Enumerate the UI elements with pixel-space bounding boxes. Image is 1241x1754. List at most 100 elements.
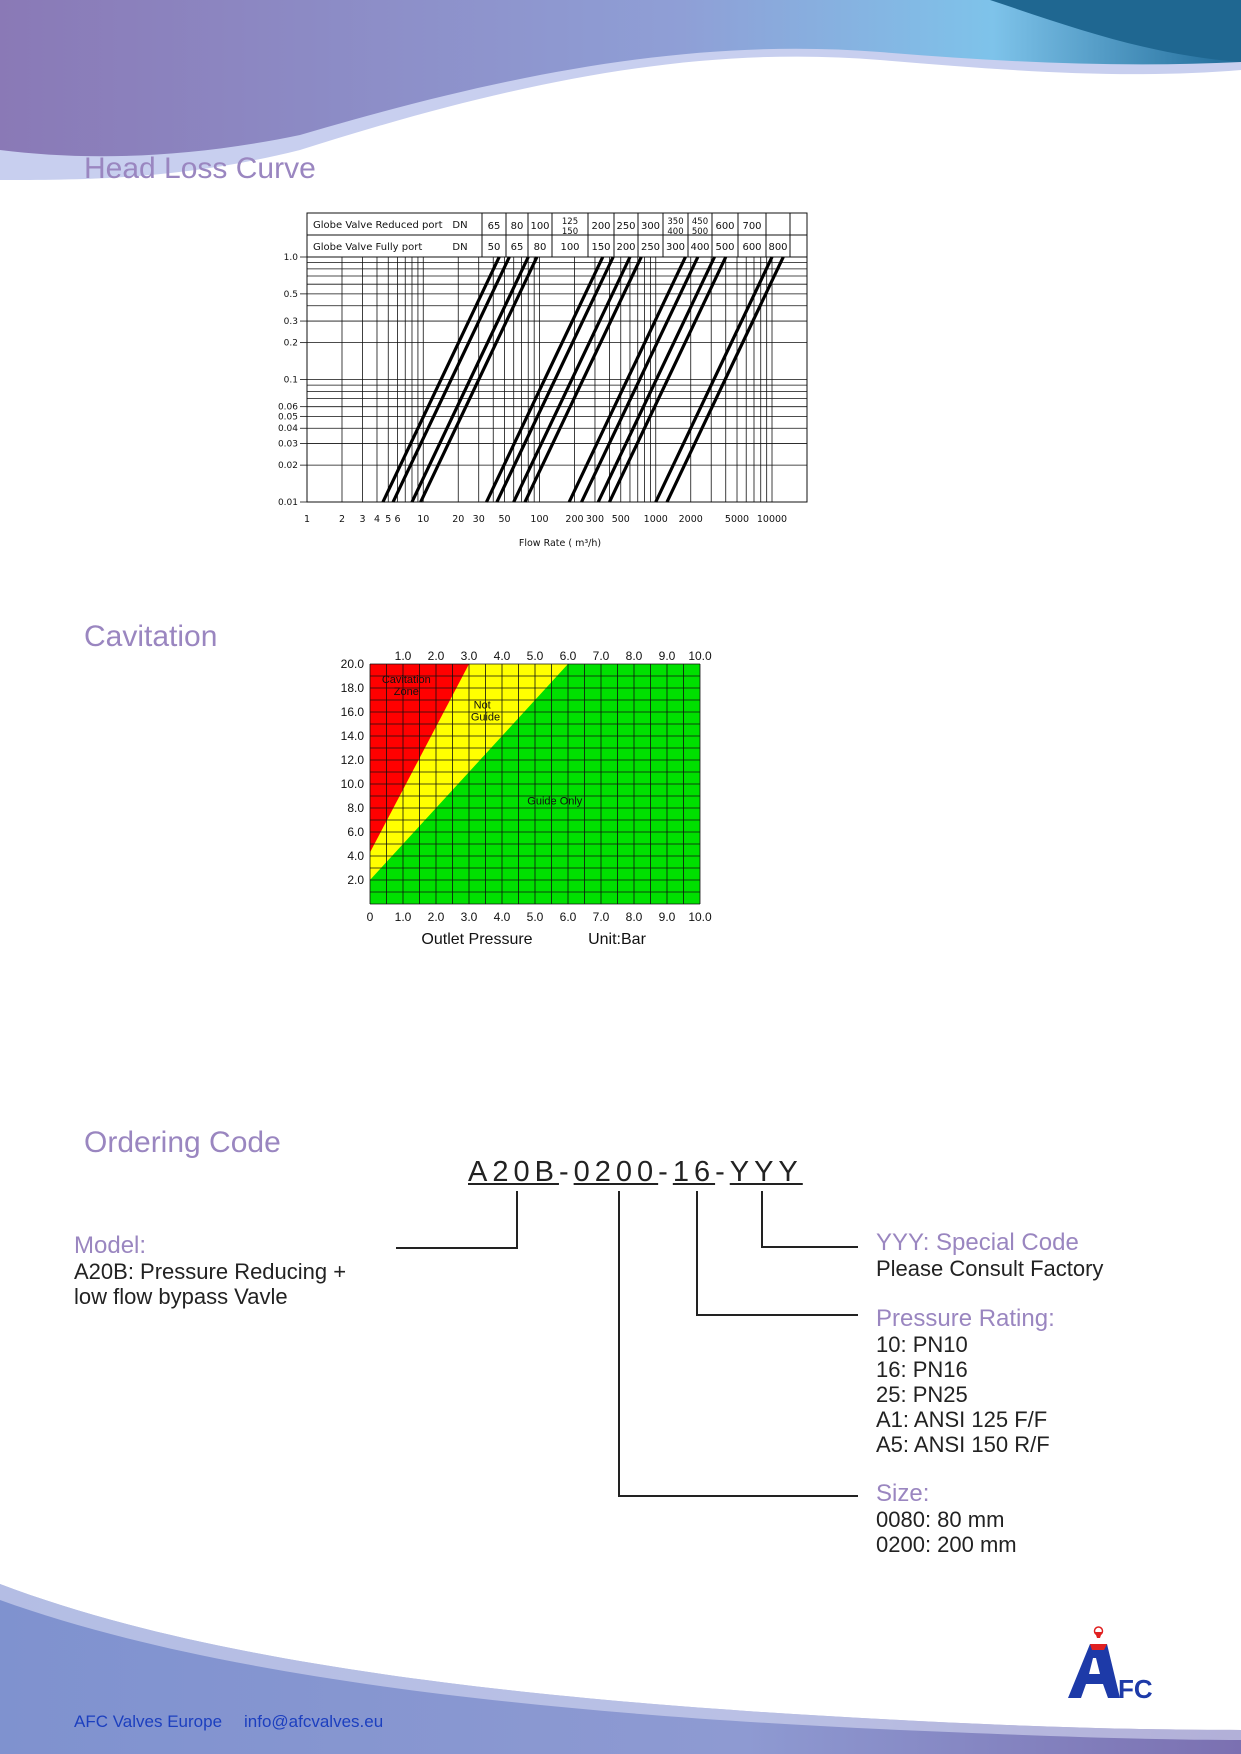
reduced-size: 100 — [530, 221, 549, 232]
y-tick-label: 0.05 — [278, 412, 298, 422]
reduced-size: 150 — [562, 227, 578, 237]
code-dash: - — [715, 1156, 730, 1188]
y-tick-label: 12.0 — [341, 753, 365, 767]
y-tick-label: 6.0 — [347, 825, 364, 839]
fully-size: 150 — [591, 242, 610, 253]
reduced-size: 250 — [616, 221, 635, 232]
head-loss-curve — [381, 256, 501, 503]
x-tick-label: 500 — [612, 514, 630, 525]
dn-label: DN — [452, 220, 467, 231]
head-loss-chart: Globe Valve Reduced port Globe Valve Full… — [260, 212, 808, 549]
model-connector — [396, 1191, 518, 1249]
model-line: A20B: Pressure Reducing + — [74, 1259, 347, 1284]
head-loss-curve — [665, 256, 785, 503]
x-tick-label: 1 — [304, 514, 310, 525]
pressure-line: A1: ANSI 125 F/F — [876, 1407, 1048, 1432]
y-tick-label: 0.2 — [284, 339, 298, 349]
size-label: Size: — [876, 1480, 930, 1507]
afc-logo: FC — [1068, 1626, 1153, 1704]
head-loss-curve — [419, 256, 539, 503]
size-connector — [618, 1191, 858, 1497]
y-tick-label: 2.0 — [347, 873, 364, 887]
cavitation-zone-label: Zone — [394, 686, 419, 698]
y-tick-label: 1.0 — [284, 253, 299, 263]
footer-email-link[interactable]: info@afcvalves.eu — [244, 1712, 384, 1731]
y-tick-label: 0.3 — [284, 317, 298, 327]
x-unit-label: Unit:Bar — [588, 931, 646, 948]
y-tick-label: 0.1 — [284, 376, 298, 386]
special-connector — [761, 1191, 858, 1248]
x-top-tick-label: 2.0 — [428, 649, 445, 663]
code-model: A20B — [468, 1156, 559, 1188]
ordering-code-title: Ordering Code — [84, 1126, 281, 1159]
logo-valve-wheel — [1093, 1626, 1104, 1636]
reduced-size: 700 — [742, 221, 761, 232]
x-top-tick-label: 3.0 — [461, 649, 478, 663]
head-loss-title: Head Loss Curve — [84, 152, 316, 185]
y-tick-label: 14.0 — [341, 729, 365, 743]
x-tick-label: 200 — [565, 514, 583, 525]
x-tick-label: 8.0 — [626, 910, 643, 924]
x-tick-label: 3.0 — [461, 910, 478, 924]
footer-company: AFC Valves Europe — [74, 1712, 223, 1731]
code-pressure: 16 — [672, 1156, 716, 1188]
y-tick-label: 0.06 — [278, 403, 298, 413]
x-top-tick-label: 7.0 — [593, 649, 610, 663]
y-tick-label: 0.04 — [278, 424, 298, 434]
x-tick-label: 0 — [367, 910, 374, 924]
reduced-size: 600 — [715, 221, 734, 232]
logo-a-shape — [1068, 1644, 1120, 1698]
x-tick-label: 300 — [586, 514, 604, 525]
x-top-tick-label: 10.0 — [688, 649, 712, 663]
x-tick-label: 10.0 — [688, 910, 712, 924]
x-tick-label: 9.0 — [659, 910, 676, 924]
pressure-label: Pressure Rating: — [876, 1305, 1055, 1332]
reduced-size: 65 — [488, 221, 501, 232]
x-tick-label: 6 — [394, 514, 400, 525]
reduced-size: 80 — [511, 221, 524, 232]
code-dash: - — [558, 1156, 574, 1188]
x-tick-label: 10 — [417, 514, 429, 525]
pressure-line: 10: PN10 — [876, 1332, 968, 1357]
y-tick-label: 4.0 — [347, 849, 364, 863]
x-tick-label: 5 — [385, 514, 391, 525]
x-tick-label: 3 — [359, 514, 365, 525]
cavitation-chart: 0 1.0 2.0 3.0 4.0 5.0 6.0 7.0 8.0 9.0 10.0 1.0 2.0 3.… — [341, 649, 712, 948]
x-top-tick-label: 1.0 — [395, 649, 412, 663]
x-tick-label: 7.0 — [593, 910, 610, 924]
pressure-line: A5: ANSI 150 R/F — [876, 1432, 1050, 1457]
x-top-tick-label: 4.0 — [494, 649, 511, 663]
size-line: 0200: 200 mm — [876, 1532, 1017, 1557]
model-line: low flow bypass Vavle — [74, 1284, 288, 1309]
head-loss-curve — [580, 256, 700, 503]
footer-banner — [0, 1584, 1241, 1754]
cavitation-region — [370, 664, 469, 853]
y-tick-label: 10.0 — [341, 777, 365, 791]
head-loss-curve — [654, 256, 774, 503]
reduced-size: 300 — [641, 221, 660, 232]
x-top-tick-label: 6.0 — [560, 649, 577, 663]
code-dash: - — [658, 1156, 673, 1188]
fully-size: 80 — [534, 242, 547, 253]
pressure-line: 16: PN16 — [876, 1357, 968, 1382]
y-axis-label: Head Loss ( Bar) — [260, 325, 261, 424]
model-block: Model: A20B: Pressure Reducing + low flo… — [74, 1233, 347, 1310]
y-tick-label: 8.0 — [347, 801, 364, 815]
x-top-tick-label: 9.0 — [659, 649, 676, 663]
fully-size: 250 — [641, 242, 660, 253]
fully-size: 65 — [511, 242, 524, 253]
x-tick-label: 100 — [530, 514, 548, 525]
y-tick-label: 16.0 — [341, 705, 365, 719]
y-tick-label: 0.02 — [278, 461, 298, 471]
head-loss-curve — [410, 256, 530, 503]
x-tick-label: 5.0 — [527, 910, 544, 924]
head-loss-curve — [523, 256, 643, 503]
head-loss-curve — [485, 256, 605, 503]
head-loss-curve — [567, 256, 687, 503]
logo-text: FC — [1118, 1674, 1153, 1704]
x-top-tick-label: 8.0 — [626, 649, 643, 663]
y-tick-label: 20.0 — [341, 657, 365, 671]
size-block: Size: 0080: 80 mm 0200: 200 mm — [876, 1480, 1017, 1558]
head-loss-curve — [608, 256, 728, 503]
